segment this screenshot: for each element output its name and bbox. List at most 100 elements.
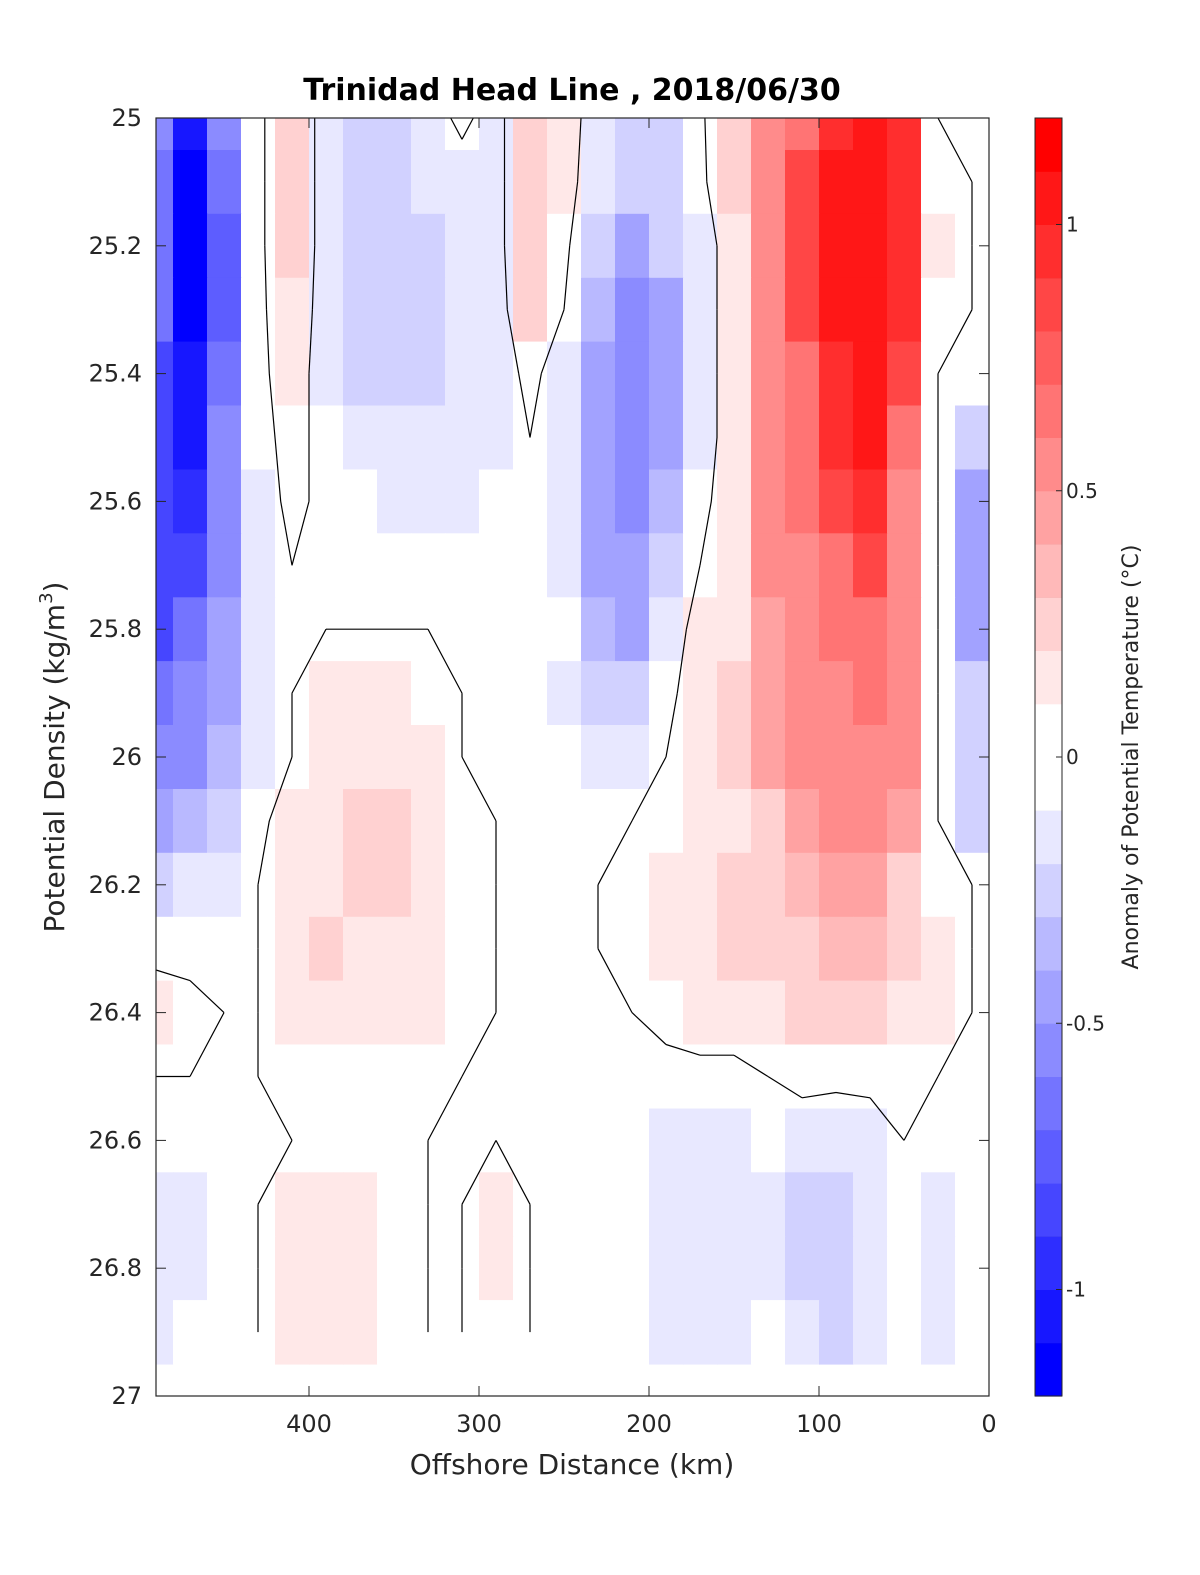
field-cell [377,341,412,407]
field-cell [241,533,276,598]
field-cell [785,789,820,854]
field-cell [547,1172,582,1237]
field-cell [649,118,684,151]
field-cell [649,1044,684,1109]
field-cell [275,533,310,598]
colorbar-tick-label: -0.5 [1066,1011,1105,1035]
field-cell [547,118,582,151]
field-cell [683,1044,718,1109]
colorbar-band [1035,1076,1062,1131]
field-cell [853,1108,888,1173]
colorbar-band [1035,437,1062,492]
field-cell [785,341,820,407]
field-cell [156,150,174,215]
field-cell [717,661,752,726]
field-cell [717,150,752,215]
zero-contour-segment [495,1140,531,1205]
field-cell [377,789,412,854]
field-cell [819,1300,854,1365]
field-cell [547,980,582,1046]
field-cell [343,1236,378,1301]
field-cell [207,405,242,470]
field-cell [207,118,242,151]
field-cell [275,1172,310,1237]
field-cell [751,341,786,407]
field-cell [513,980,548,1046]
chart-title: Trinidad Head Line , 2018/06/30 [303,73,840,108]
field-cell [717,341,752,407]
zero-contour-segment [937,117,973,183]
field-cell [853,852,888,918]
field-cell [547,661,582,726]
field-cell [751,789,786,854]
field-cell [683,980,718,1046]
field-cell [819,1172,854,1237]
colorbar-tick-label: 0.5 [1066,479,1098,503]
field-cell [411,213,446,279]
zero-contour-segment [631,756,667,822]
field-cell [717,277,752,343]
field-cell [887,725,922,790]
field-cell [785,597,820,662]
field-cell [343,789,378,854]
field-cell [751,661,786,726]
field-cell [683,405,718,470]
field-cell [581,1044,616,1109]
field-cell [955,1172,990,1237]
field-cell [445,597,480,662]
field-cell [411,980,446,1046]
field-cell [683,1300,718,1365]
field-cell [717,1300,752,1365]
field-cell [513,789,548,854]
field-cell [275,341,310,407]
field-cell [581,213,616,279]
zero-contour-segment [274,437,282,502]
field-cell [173,916,208,982]
zero-contour-segment [264,245,268,310]
zero-contour-segment [937,309,973,374]
field-cell [785,852,820,918]
field-cell [819,341,854,407]
field-cell [377,916,412,982]
field-cell [819,1236,854,1301]
field-cell [547,341,582,407]
zero-contour-segment [155,969,191,982]
field-cell [717,980,752,1046]
zero-contour-segment [937,1012,973,1077]
zero-contour-segment [257,820,270,885]
field-cell [649,980,684,1046]
field-cell [377,405,412,470]
field-cell [615,1236,650,1301]
field-cell [173,213,208,279]
field-cell [445,213,480,279]
field-cell [343,118,378,151]
field-cell [173,405,208,470]
field-cell [241,118,276,151]
zero-contour-segment [937,820,973,886]
field-cell [581,980,616,1046]
field-cell [717,469,752,534]
zero-contour-segment [280,501,293,566]
field-cell [207,597,242,662]
field-cell [955,661,990,726]
field-cell [275,980,310,1046]
colorbar-band [1035,1236,1062,1290]
field-cell [207,916,242,982]
field-cell [513,277,548,343]
field-cell [173,597,208,662]
field-cell [275,597,310,662]
field-cell [173,789,208,854]
field-cell [649,213,684,279]
field-cell [955,533,990,598]
field-cell [241,341,276,407]
field-cell [581,341,616,407]
field-cell [581,1236,616,1301]
field-cell [445,1108,480,1173]
y-axis-label-superscript: 3 [36,592,57,603]
field-cell [309,1236,344,1301]
field-cell [377,1172,412,1237]
field-cell [445,469,480,534]
colorbar-band [1035,650,1062,705]
field-cell [751,852,786,918]
field-cell [649,916,684,982]
